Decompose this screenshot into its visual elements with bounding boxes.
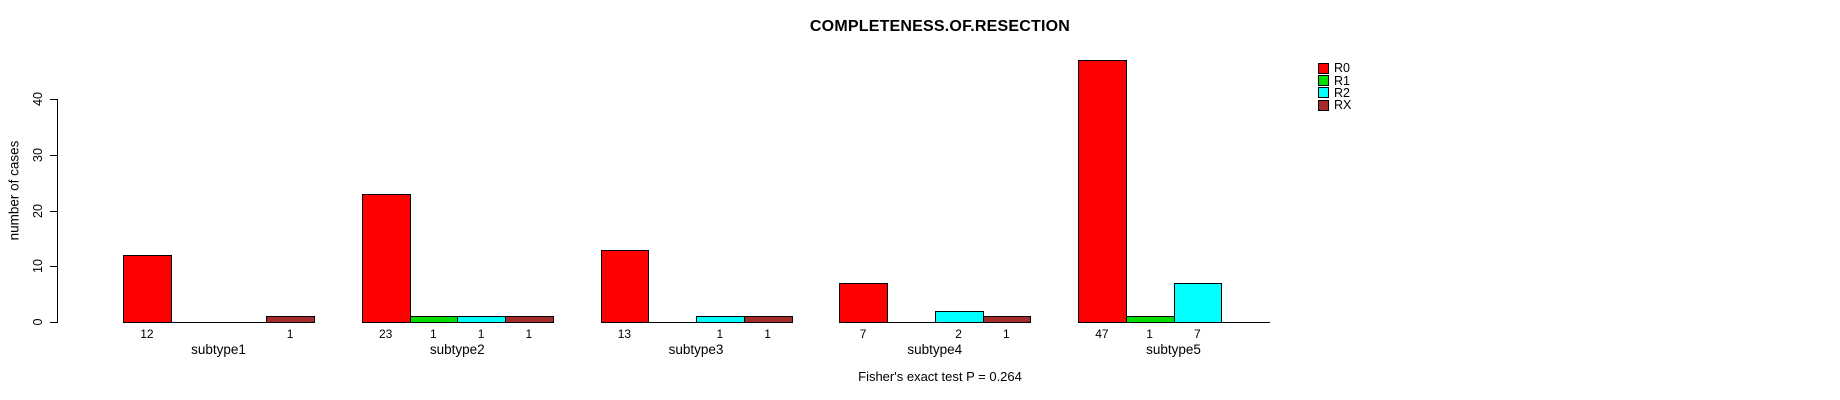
bar-r0-subtype5 [1078,59,1127,323]
legend-label-rx: RX [1334,98,1352,113]
bar-value-label-r1-subtype5: 1 [1146,327,1153,341]
bar-value-label-r2-subtype2: 1 [477,327,485,341]
y-tick-label: 20 [31,203,45,218]
bar-value-label-r0-subtype4: 7 [859,327,867,341]
bar-r1-subtype2 [409,316,459,323]
legend-label-r1: R1 [1334,73,1350,88]
zero-bar-rx-subtype5 [1221,322,1270,323]
zero-bar-r1-subtype3 [648,322,697,323]
y-tick-label: 10 [31,259,45,274]
legend: R0 R1 R2 RX [1318,62,1351,112]
zero-bar-r1-subtype4 [887,322,936,323]
category-label-subtype5: subtype5 [1146,342,1201,357]
zero-bar-r2-subtype1 [218,322,268,323]
bar-r2-subtype5 [1173,282,1223,323]
bar-r2-subtype3 [696,316,745,323]
bar-value-label-r0-subtype1: 12 [140,327,154,341]
legend-item-r1: R1 [1318,73,1351,88]
legend-item-r0: R0 [1318,62,1351,74]
bar-value-label-rx-subtype3: 1 [764,327,771,341]
y-axis-title: number of cases [6,140,22,241]
fisher-test-annotation: Fisher's exact test P = 0.264 [858,369,1022,384]
bar-value-label-rx-subtype4: 1 [1003,327,1010,341]
bar-value-label-r2-subtype3: 1 [716,327,724,341]
legend-swatch-rx [1318,99,1329,111]
legend-label-r2: R2 [1334,85,1350,100]
bar-value-label-rx-subtype1: 1 [286,327,294,341]
bar-value-label-r0-subtype3: 13 [617,327,632,341]
category-label-subtype3: subtype3 [668,342,724,357]
bar-value-label-rx-subtype2: 1 [525,327,533,341]
legend-item-rx: RX [1318,98,1352,113]
y-tick-label: 0 [31,318,45,326]
legend-item-r2: R2 [1318,87,1351,99]
bar-value-label-r0-subtype5: 47 [1095,327,1109,341]
bar-rx-subtype2 [505,316,554,323]
category-label-subtype2: subtype2 [429,342,485,357]
y-tick-mark [50,154,57,156]
bar-value-label-r0-subtype2: 23 [378,327,393,341]
chart-title: COMPLETENESS.OF.RESECTION [809,18,1071,35]
legend-swatch-r2 [1318,87,1329,99]
legend-label-r0: R0 [1334,61,1350,76]
legend-swatch-r1 [1318,75,1329,87]
y-tick-label: 40 [31,92,45,106]
bar-rx-subtype4 [982,316,1032,323]
y-axis-line [57,99,58,323]
legend-swatch-r0 [1318,62,1329,74]
bar-value-label-r1-subtype2: 1 [430,327,437,341]
bar-r0-subtype4 [839,282,888,323]
category-label-subtype4: subtype4 [907,342,963,357]
y-tick-mark [50,210,57,212]
y-tick-mark [50,99,57,100]
bar-value-label-r2-subtype5: 7 [1194,327,1201,341]
bar-rx-subtype3 [743,316,793,323]
bar-rx-subtype1 [266,316,315,323]
zero-bar-r1-subtype1 [170,322,220,323]
bar-r0-subtype2 [361,193,411,323]
bar-r2-subtype2 [457,316,506,323]
bar-r1-subtype5 [1125,316,1175,323]
bar-r0-subtype3 [600,249,650,323]
category-label-subtype1: subtype1 [191,342,246,357]
y-tick-mark [50,322,57,323]
y-tick-mark [50,266,57,268]
bar-r2-subtype4 [934,310,984,323]
y-tick-label: 30 [31,147,45,162]
bar-r0-subtype1 [123,255,172,323]
bar-value-label-r2-subtype4: 2 [955,327,962,341]
